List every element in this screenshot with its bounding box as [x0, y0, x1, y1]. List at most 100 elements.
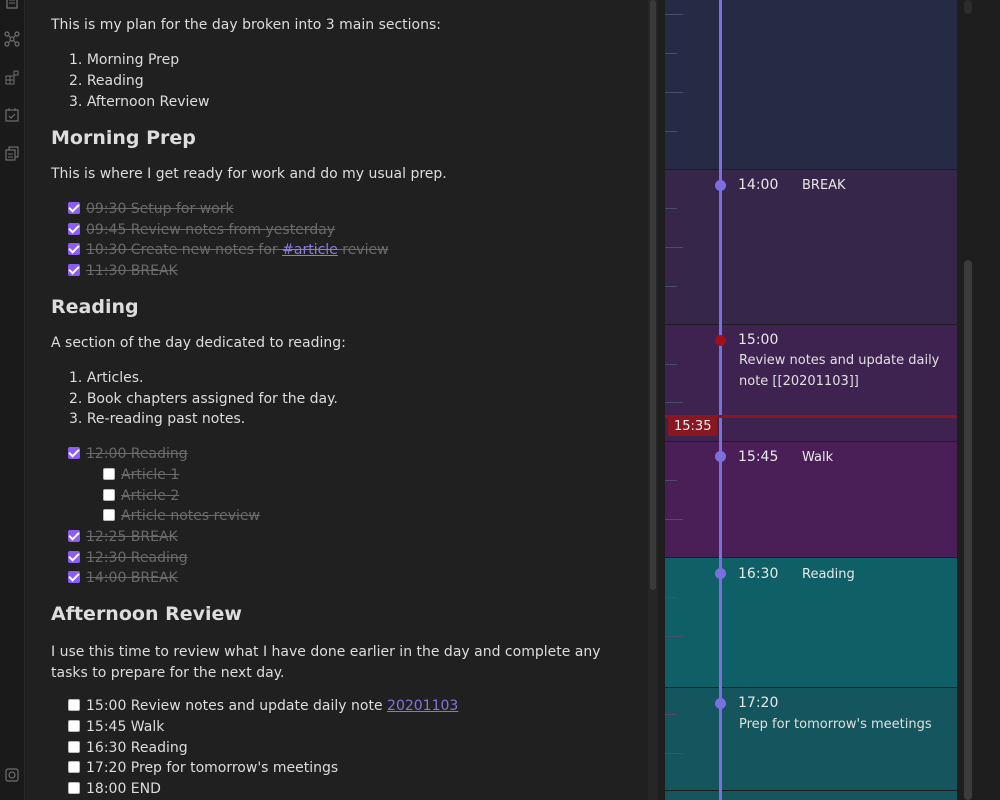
daily-note-link[interactable]: 20201103: [387, 698, 459, 714]
list-item: 2. Book chapters assigned for the day.: [69, 391, 338, 407]
checkbox-unchecked[interactable]: [68, 720, 80, 732]
checkbox-unchecked[interactable]: [68, 699, 80, 711]
heading-morning-prep: Morning Prep: [51, 127, 196, 149]
checkbox-unchecked[interactable]: [68, 782, 80, 794]
task-item[interactable]: 09:30 Setup for work: [68, 201, 234, 217]
task-item[interactable]: Article notes review: [103, 508, 260, 524]
afternoon-text: I use this time to review what I have do…: [51, 644, 601, 681]
event-time: 17:20: [738, 695, 779, 711]
task-item[interactable]: 15:45 Walk: [68, 719, 164, 735]
time-tick: [665, 636, 683, 637]
list-item: 1. Morning Prep: [69, 52, 180, 68]
editor-scrollbar-thumb[interactable]: [650, 0, 656, 590]
checkbox-checked[interactable]: [68, 223, 80, 235]
editor-scrollbar[interactable]: [648, 0, 658, 800]
editor-pane[interactable]: This is my plan for the day broken into …: [26, 0, 648, 800]
document-icon[interactable]: [4, 0, 20, 10]
copy-icon[interactable]: [4, 145, 20, 161]
timeline-axis: [719, 0, 722, 800]
event-block[interactable]: [665, 170, 957, 325]
time-tick: [665, 53, 677, 54]
time-tick: [665, 402, 683, 403]
checkbox-checked[interactable]: [68, 264, 80, 276]
checkbox-checked[interactable]: [68, 447, 80, 459]
event-name: Walk: [802, 450, 834, 465]
left-ribbon: [0, 0, 25, 800]
heading-afternoon-review: Afternoon Review: [51, 603, 242, 625]
event-block[interactable]: [665, 442, 957, 558]
block-divider: [665, 790, 957, 791]
task-item[interactable]: 12:00 Reading: [68, 446, 188, 462]
day-planner-timeline[interactable]: 15:35 14:00 BREAK 15:00 Review notes and…: [665, 0, 957, 800]
current-time-badge: 15:35: [668, 417, 718, 436]
task-item[interactable]: 14:00 BREAK: [68, 570, 178, 586]
timeline-scrollbar[interactable]: [957, 0, 1000, 800]
event-time: 16:30: [738, 566, 779, 582]
block-divider: [665, 557, 957, 558]
task-item[interactable]: 18:00 END: [68, 781, 161, 797]
task-item[interactable]: 12:25 BREAK: [68, 529, 178, 545]
time-tick: [665, 364, 677, 365]
event-description: Review notes and update daily note [[202…: [739, 353, 940, 389]
timeline-scrollbar-thumb[interactable]: [964, 260, 972, 800]
event-dot: [715, 451, 726, 462]
block-divider: [665, 687, 957, 688]
task-item[interactable]: 16:30 Reading: [68, 740, 188, 756]
time-tick: [665, 14, 683, 15]
task-item[interactable]: 15:00 Review notes and update daily note…: [68, 698, 458, 714]
checkbox-unchecked[interactable]: [103, 468, 115, 480]
settings-icon[interactable]: [4, 767, 20, 783]
task-item[interactable]: 12:30 Reading: [68, 550, 188, 566]
event-description: Prep for tomorrow's meetings: [739, 717, 932, 732]
checkbox-checked[interactable]: [68, 530, 80, 542]
heading-reading: Reading: [51, 296, 139, 318]
event-time: 15:00: [738, 332, 779, 348]
time-tick: [665, 480, 677, 481]
list-item: 3. Afternoon Review: [69, 94, 210, 110]
time-tick: [665, 519, 683, 520]
checkbox-checked[interactable]: [68, 202, 80, 214]
checkbox-unchecked[interactable]: [103, 489, 115, 501]
task-item[interactable]: Article 2: [103, 488, 179, 504]
checkbox-checked[interactable]: [68, 243, 80, 255]
article-tag-link[interactable]: #article: [282, 242, 338, 258]
checkbox-checked[interactable]: [68, 571, 80, 583]
list-item: 3. Re-reading past notes.: [69, 411, 246, 427]
list-item: 1. Articles.: [69, 370, 144, 386]
block-divider: [665, 324, 957, 325]
task-item[interactable]: 11:30 BREAK: [68, 263, 178, 279]
scrollbar-track: [964, 0, 972, 14]
time-tick: [665, 131, 677, 132]
event-dot: [715, 335, 726, 346]
time-tick: [665, 714, 677, 715]
event-name: Reading: [802, 567, 855, 582]
event-block[interactable]: [665, 558, 957, 688]
time-tick: [665, 92, 683, 93]
calendar-check-icon[interactable]: [4, 107, 20, 123]
task-item[interactable]: Article 1: [103, 467, 179, 483]
morning-text: This is where I get ready for work and d…: [51, 166, 447, 182]
current-time-line: [665, 415, 957, 418]
checkbox-unchecked[interactable]: [68, 761, 80, 773]
graph-icon[interactable]: [4, 31, 20, 47]
time-tick: [665, 247, 683, 248]
reading-text: A section of the day dedicated to readin…: [51, 335, 346, 351]
event-block[interactable]: [665, 688, 957, 800]
event-time: 14:00: [738, 177, 779, 193]
task-item[interactable]: 17:20 Prep for tomorrow's meetings: [68, 760, 338, 776]
checkbox-checked[interactable]: [68, 551, 80, 563]
time-tick: [665, 597, 677, 598]
time-tick: [665, 286, 677, 287]
task-item[interactable]: 10:30 Create new notes for #article revi…: [68, 242, 389, 258]
event-name: BREAK: [802, 178, 846, 193]
checkbox-unchecked[interactable]: [68, 741, 80, 753]
checkbox-unchecked[interactable]: [103, 509, 115, 521]
time-tick: [665, 753, 683, 754]
event-dot: [715, 568, 726, 579]
event-time: 15:45: [738, 449, 779, 465]
task-item[interactable]: 09:45 Review notes from yesterday: [68, 222, 335, 238]
event-dot: [715, 698, 726, 709]
blocks-icon[interactable]: [4, 69, 20, 85]
event-dot: [715, 180, 726, 191]
block-divider: [665, 441, 957, 442]
